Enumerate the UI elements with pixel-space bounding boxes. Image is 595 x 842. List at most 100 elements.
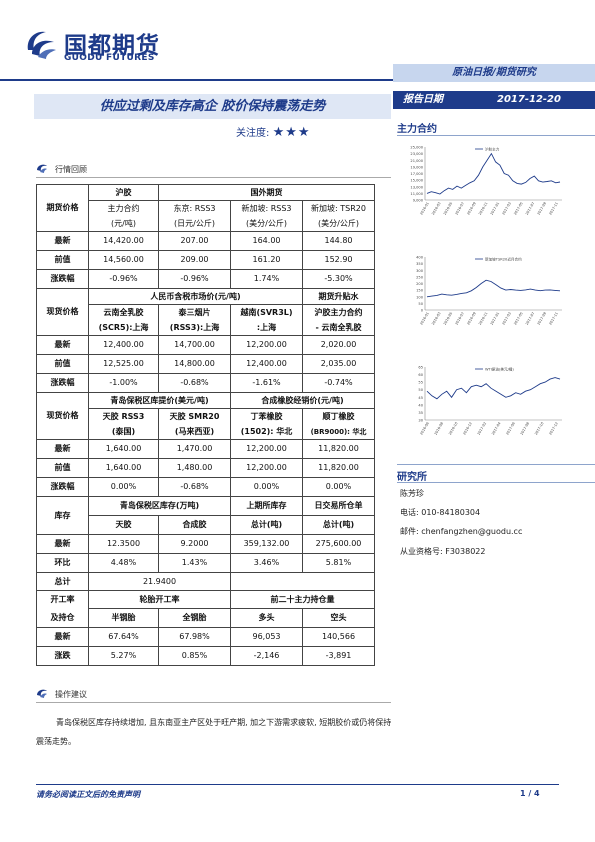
x-tick-label: 2016-12 bbox=[462, 422, 473, 436]
table-row: 及持仓 半钢胎 全钢胎 多头 空头 bbox=[36, 608, 375, 628]
y-tick-label: 250 bbox=[416, 275, 424, 279]
table-cell: -5.30% bbox=[302, 269, 375, 289]
table-cell: 3.46% bbox=[230, 553, 303, 573]
table-cell: 轮胎开工率 bbox=[88, 590, 231, 609]
table-cell: 涨跌幅 bbox=[36, 373, 89, 393]
x-tick-label: 2017-04 bbox=[491, 422, 502, 436]
table-cell: 及持仓 bbox=[36, 608, 89, 628]
analyst-phone: 电话: 010-84180304 bbox=[400, 508, 481, 517]
table-cell: 东京: RSS3 bbox=[158, 200, 231, 217]
table-cell: -0.96% bbox=[158, 269, 231, 289]
x-tick-label: 2017-12 bbox=[548, 422, 559, 436]
report-title: 供应过剩及库存高企 胶价保持震荡走势 bbox=[34, 94, 391, 119]
table-cell: 新加坡: RSS3 bbox=[230, 200, 303, 217]
table-cell: 1,640.00 bbox=[88, 439, 159, 459]
x-tick-label: 2016-03 bbox=[431, 202, 442, 216]
table-cell: 12.3500 bbox=[88, 534, 159, 554]
table-cell: 沪胶 bbox=[88, 184, 159, 201]
table-cell: 2,035.00 bbox=[302, 354, 375, 374]
table-cell: 前二十主力持仓量 bbox=[230, 590, 375, 609]
table-cell: 现货价格 bbox=[36, 392, 89, 440]
table-cell: 天胶 SMR20 bbox=[158, 408, 231, 425]
table-cell: 总计 bbox=[36, 572, 89, 591]
table-row: 前值 14,560.00 209.00 161.20 152.90 bbox=[36, 250, 375, 270]
table-cell: 天胶 bbox=[88, 515, 159, 535]
table-cell: 14,420.00 bbox=[88, 231, 159, 251]
y-tick-label: 300 bbox=[416, 269, 424, 273]
table-cell bbox=[230, 572, 375, 591]
table-cell: 11,820.00 bbox=[302, 458, 375, 478]
table-cell: 期货升贴水 bbox=[302, 288, 375, 305]
x-tick-label: 2017-06 bbox=[505, 422, 516, 436]
table-cell: 161.20 bbox=[230, 250, 303, 270]
analyst-qualification: 从业资格号: F3038022 bbox=[400, 547, 486, 556]
logo-english-name: GUODU FUTURES bbox=[64, 53, 155, 63]
table-cell: 总计(吨) bbox=[230, 515, 303, 535]
table-cell: 0.00% bbox=[88, 477, 159, 497]
x-tick-label: 2016-03 bbox=[431, 312, 442, 326]
x-tick-label: 2016-09 bbox=[466, 202, 477, 216]
report-date-label: 报告日期 bbox=[403, 94, 443, 105]
table-cell: (RSS3):上海 bbox=[158, 320, 231, 336]
table-cell: 14,560.00 bbox=[88, 250, 159, 270]
table-cell: 67.64% bbox=[88, 627, 159, 647]
contract-heading-rule bbox=[397, 135, 595, 136]
page-number: 1 / 4 bbox=[520, 789, 540, 798]
table-cell: 环比 bbox=[36, 553, 89, 573]
table-cell: 0.00% bbox=[230, 477, 303, 497]
table-cell: 1,640.00 bbox=[88, 458, 159, 478]
section-market-review: 行情回顾 bbox=[55, 165, 87, 174]
table-cell: -0.68% bbox=[158, 373, 231, 393]
table-cell: 1,470.00 bbox=[158, 439, 231, 459]
attention-rating: 关注度: ★★★ bbox=[236, 124, 311, 140]
y-tick-label: 30 bbox=[418, 419, 423, 423]
analyst-email[interactable]: 邮件: chenfangzhen@guodu.cc bbox=[400, 527, 523, 536]
table-cell: 最新 bbox=[36, 534, 89, 554]
table-cell: 前值 bbox=[36, 354, 89, 374]
table-cell: 1,480.00 bbox=[158, 458, 231, 478]
x-tick-label: 2017-01 bbox=[490, 202, 501, 216]
table-cell: 0.00% bbox=[302, 477, 375, 497]
table-cell: (1502): 华北 bbox=[230, 424, 303, 440]
table-cell: 前值 bbox=[36, 250, 89, 270]
table-cell: 期货价格 bbox=[36, 184, 89, 232]
x-tick-label: 2016-01 bbox=[419, 312, 430, 326]
table-cell: (马来西亚) bbox=[158, 424, 231, 440]
logo-chinese-name: 国都期货 bbox=[64, 33, 160, 59]
y-tick-label: 40 bbox=[418, 403, 423, 407]
y-tick-label: 50 bbox=[418, 302, 423, 306]
table-row: 开工率 轮胎开工率 前二十主力持仓量 bbox=[36, 590, 375, 609]
table-cell: 2,020.00 bbox=[302, 335, 375, 355]
table-cell: 12,200.00 bbox=[230, 458, 303, 478]
table-cell: 12,400.00 bbox=[230, 354, 303, 374]
footer-disclaimer[interactable]: 请务必阅读正文后的免责声明 bbox=[36, 790, 140, 799]
y-tick-label: 19,000 bbox=[410, 165, 423, 169]
section-rule bbox=[36, 702, 391, 703]
section-swirl-icon bbox=[37, 689, 47, 698]
table-cell: 96,053 bbox=[230, 627, 303, 647]
table-row: 天胶 RSS3 天胶 SMR20 丁苯橡胶 顺丁橡胶 bbox=[37, 408, 375, 425]
table-cell: 152.90 bbox=[302, 250, 375, 270]
table-cell: 库存 bbox=[36, 496, 89, 535]
table-row: 最新 14,420.00 207.00 164.00 144.80 bbox=[36, 231, 375, 251]
x-tick-label: 2017-05 bbox=[513, 312, 524, 326]
table-cell: :上海 bbox=[230, 320, 303, 336]
table-cell: 沪胶主力合约 bbox=[302, 304, 375, 321]
table-row: 最新 67.64% 67.98% 96,053 140,566 bbox=[36, 627, 375, 647]
table-cell: -0.74% bbox=[302, 373, 375, 393]
report-date-band: 报告日期 2017-12-20 bbox=[393, 91, 595, 109]
table-cell: 开工率 bbox=[36, 590, 89, 609]
table-cell: 4.48% bbox=[88, 553, 159, 573]
x-tick-label: 2017-07 bbox=[525, 202, 536, 216]
table-cell: 顺丁橡胶 bbox=[302, 408, 375, 425]
table-cell: 14,800.00 bbox=[158, 354, 231, 374]
table-cell: 合成橡胶经销价(元/吨) bbox=[230, 392, 375, 409]
series-line bbox=[426, 377, 561, 400]
table-cell: 1.43% bbox=[158, 553, 231, 573]
x-tick-label: 2017-11 bbox=[548, 202, 559, 216]
table-cell: 日交易所仓单 bbox=[302, 496, 375, 516]
institute-top-rule bbox=[397, 464, 595, 465]
table-cell: 泰三烟片 bbox=[158, 304, 231, 321]
table-cell: 新加坡: TSR20 bbox=[302, 200, 375, 217]
